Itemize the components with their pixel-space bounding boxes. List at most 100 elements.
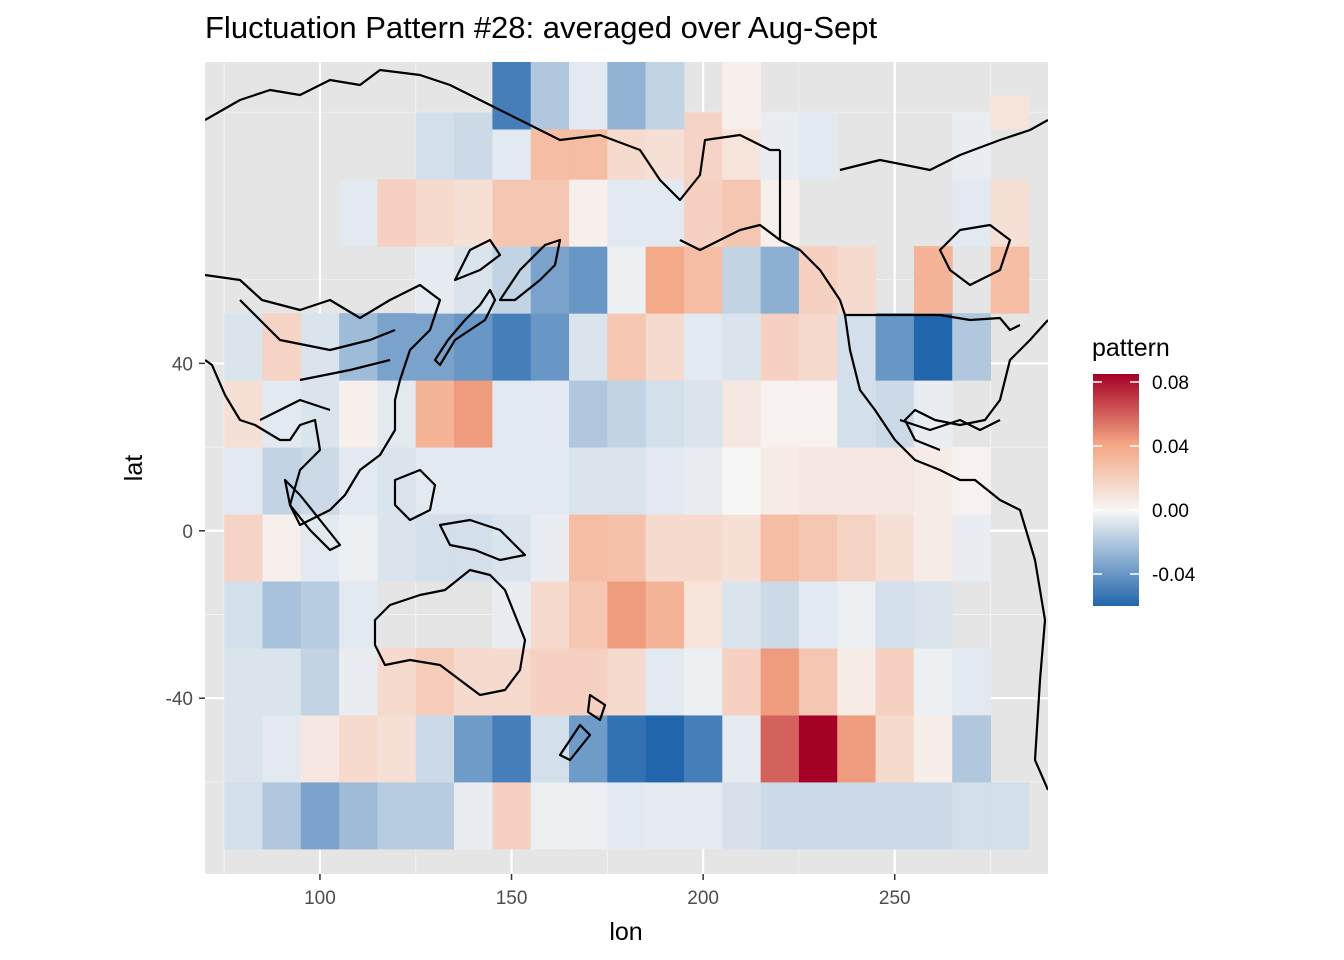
heatmap-cell xyxy=(454,380,493,448)
heatmap-cell xyxy=(683,781,723,850)
legend-ticks: -0.04 0.00 0.04 0.08 xyxy=(1093,373,1196,586)
heatmap-cell xyxy=(683,714,723,783)
heatmap-cell xyxy=(224,514,263,582)
heatmap-cell xyxy=(377,447,417,515)
heatmap-cell xyxy=(645,179,685,247)
heatmap-cell xyxy=(913,514,953,582)
heatmap-cell xyxy=(377,781,417,850)
heatmap-cell xyxy=(760,380,800,448)
heatmap-cell xyxy=(837,714,877,783)
heatmap-cell xyxy=(607,62,647,96)
heatmap-cell xyxy=(530,781,570,850)
heatmap-cell xyxy=(415,514,455,582)
heatmap-cell xyxy=(300,380,340,448)
legend-tick-label: -0.04 xyxy=(1152,565,1196,586)
heatmap-cell xyxy=(798,714,838,783)
heatmap-cell xyxy=(454,313,493,381)
heatmap-cell xyxy=(377,514,417,582)
heatmap-cell xyxy=(454,647,493,716)
heatmap-cell xyxy=(262,647,302,716)
heatmap-cell xyxy=(569,514,608,582)
gulf-mexico-coastline xyxy=(899,418,1001,432)
heatmap-cell xyxy=(645,514,685,582)
heatmap-cell xyxy=(913,581,953,649)
heatmap-cell xyxy=(530,179,570,247)
heatmap-cell xyxy=(645,781,685,850)
heatmap-cell xyxy=(952,781,992,850)
heatmap-cell xyxy=(760,447,800,515)
heatmap-cell xyxy=(262,781,302,850)
heatmap-cell xyxy=(798,781,838,850)
heatmap-cell xyxy=(990,179,1030,247)
heatmap-cell xyxy=(760,714,800,783)
heatmap-cell xyxy=(492,246,532,314)
heatmap-cell xyxy=(798,380,838,448)
borneo-coastline xyxy=(393,468,437,522)
heatmap-cells xyxy=(224,62,1030,850)
heatmap-cell xyxy=(530,447,570,515)
heatmap-cell xyxy=(913,380,953,448)
north-america-coastline xyxy=(778,150,1048,791)
heatmap-cell xyxy=(760,514,800,582)
heatmap-cell xyxy=(722,714,762,783)
heatmap-cell xyxy=(492,179,532,247)
heatmap-cell xyxy=(492,62,532,96)
heatmap-cell xyxy=(415,112,455,180)
heatmap-cell xyxy=(760,781,800,850)
east-us-coastline xyxy=(903,319,1048,452)
alaska-coastline xyxy=(679,223,841,301)
heatmap-cell xyxy=(722,514,762,582)
heatmap-cell xyxy=(990,781,1030,850)
heatmap-cell xyxy=(339,714,378,783)
heatmap-cell xyxy=(224,714,263,783)
heatmap-cell xyxy=(454,781,493,850)
heatmap-cell xyxy=(339,447,378,515)
heatmap-cell xyxy=(300,313,340,381)
heatmap-cell xyxy=(607,581,647,649)
asia-inner-borders xyxy=(239,299,396,421)
heatmap-cell xyxy=(722,95,762,130)
heatmap-cell xyxy=(492,313,532,381)
heatmap-cell xyxy=(339,380,378,448)
heatmap-cell xyxy=(377,714,417,783)
heatmap-cell xyxy=(913,781,953,850)
heatmap-cell xyxy=(837,781,877,850)
japan-coastline xyxy=(433,288,497,367)
heatmap-cell xyxy=(645,581,685,649)
heatmap-cell xyxy=(377,179,417,247)
y-tick-label: 40 xyxy=(172,354,193,375)
heatmap-cell xyxy=(722,246,762,314)
heatmap-cell xyxy=(415,714,455,783)
heatmap-cell xyxy=(262,714,302,783)
y-tick-label: 0 xyxy=(182,522,193,543)
heatmap-cell xyxy=(492,380,532,448)
heatmap-cell xyxy=(339,514,378,582)
heatmap-cell xyxy=(798,112,838,180)
heatmap-cell xyxy=(913,447,953,515)
heatmap-cell xyxy=(262,380,302,448)
heatmap-cell xyxy=(454,447,493,515)
heatmap-cell xyxy=(569,95,608,130)
x-axis: 100 150 200 250 xyxy=(304,874,911,909)
heatmap-cell xyxy=(607,781,647,850)
heatmap-cell xyxy=(875,447,915,515)
heatmap-cell xyxy=(530,380,570,448)
heatmap-cell xyxy=(300,581,340,649)
chart-title: Fluctuation Pattern #28: averaged over A… xyxy=(205,10,877,45)
heatmap-cell xyxy=(224,781,263,850)
siberia-coastline xyxy=(205,68,780,202)
heatmap-cell xyxy=(569,179,608,247)
heatmap-cell xyxy=(339,781,378,850)
heatmap-cell xyxy=(492,447,532,515)
heatmap-cell xyxy=(569,714,608,783)
heatmap-cell xyxy=(377,647,417,716)
heatmap-cell xyxy=(722,581,762,649)
heatmap-cell xyxy=(569,581,608,649)
heatmap-cell xyxy=(952,313,992,381)
heatmap-cell xyxy=(607,447,647,515)
legend-tick-label: 0.08 xyxy=(1152,373,1189,394)
heatmap-cell xyxy=(569,380,608,448)
heatmap-cell xyxy=(492,714,532,783)
heatmap-cell xyxy=(530,95,570,130)
